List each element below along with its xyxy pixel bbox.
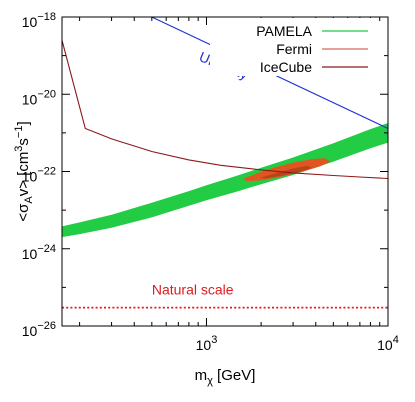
fermi-region: [243, 158, 331, 182]
y-tick-label: 10−26: [22, 320, 56, 339]
y-tick-label: 10−24: [22, 243, 56, 262]
y-tick-label: 10−20: [22, 88, 56, 107]
annotations: UnitarityNatural scale: [152, 48, 251, 297]
tick-labels: 103 104 10−26 10−24 10−22 10−20 10−18: [22, 11, 399, 353]
y-tick-label: 10−18: [22, 11, 56, 30]
x-tick-label: 104: [377, 334, 399, 353]
y-tick-label: 10−22: [22, 166, 56, 185]
y-axis-label: <σAv> [cm3s−1]: [13, 121, 35, 221]
x-tick-label: 103: [196, 334, 218, 353]
icecube-line: [62, 40, 388, 180]
legend: PAMELA Fermi IceCube: [210, 18, 375, 76]
pamela-band: [62, 123, 388, 238]
legend-label-pamela: PAMELA: [256, 23, 312, 39]
legend-label-fermi: Fermi: [276, 41, 312, 57]
legend-label-icecube: IceCube: [260, 59, 312, 75]
x-axis-label: mχ [GeV]: [195, 367, 256, 387]
natural-scale-label: Natural scale: [152, 282, 234, 298]
